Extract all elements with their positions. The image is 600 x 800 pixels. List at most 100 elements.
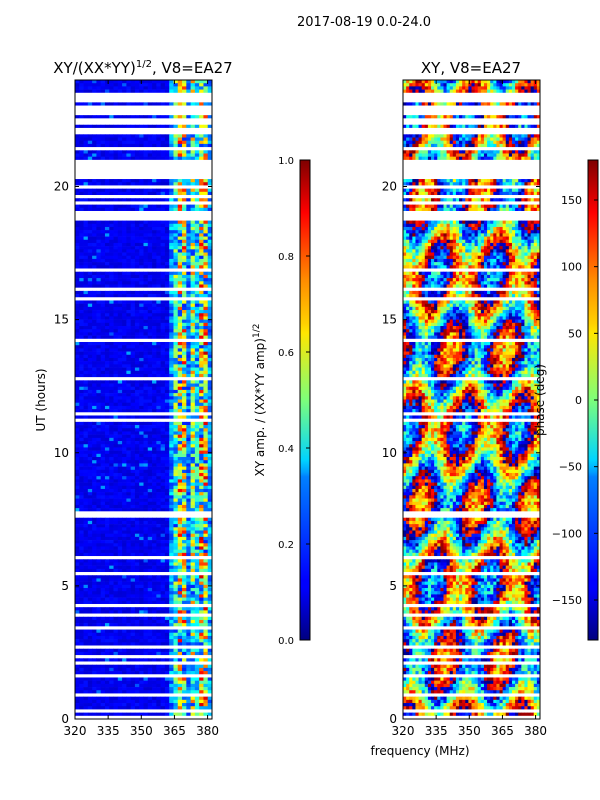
amplitude-heatmap-cell [169, 495, 174, 499]
amplitude-heatmap-cell [122, 463, 127, 467]
amplitude-heatmap-cell [160, 632, 166, 637]
amplitude-heatmap-cell [122, 386, 127, 391]
amplitude-heatmap-cell [130, 236, 136, 241]
amplitude-heatmap-cell [194, 373, 200, 378]
amplitude-heatmap-cell [96, 396, 102, 400]
amplitude-heatmap-cell [113, 485, 119, 490]
amplitude-heatmap-cell [156, 549, 162, 554]
amplitude-heatmap-cell [139, 520, 144, 525]
amplitude-heatmap-cell [96, 543, 102, 547]
amplitude-heatmap-cell [130, 326, 136, 330]
amplitude-heatmap-cell [164, 396, 170, 400]
amplitude-heatmap-cell [122, 453, 127, 458]
amplitude-heatmap-cell [186, 530, 191, 534]
amplitude-heatmap-cell [182, 182, 187, 186]
amplitude-heatmap-cell [190, 345, 196, 349]
amplitude-heatmap-cell [100, 524, 106, 528]
amplitude-heatmap-cell [186, 501, 191, 506]
amplitude-heatmap-cell [173, 415, 179, 419]
amplitude-heatmap-cell [182, 303, 187, 308]
amplitude-heatmap-cell [96, 610, 102, 614]
amplitude-heatmap-cell [169, 380, 174, 384]
amplitude-heatmap-cell [194, 610, 200, 614]
amplitude-heatmap-cell [117, 437, 123, 442]
amplitude-heatmap-cell [109, 236, 114, 241]
amplitude-heatmap-cell [134, 533, 140, 538]
amplitude-heatmap-cell [83, 642, 89, 646]
amplitude-heatmap-cell [207, 546, 212, 550]
amplitude-heatmap-cell [156, 386, 162, 391]
amplitude-heatmap-cell [75, 246, 80, 250]
amplitude-heatmap-cell [203, 306, 209, 311]
amplitude-heatmap-cell [87, 354, 93, 359]
amplitude-heatmap-cell [79, 80, 84, 84]
amplitude-heatmap-cell [92, 632, 97, 637]
amplitude-heatmap-cell [143, 425, 149, 429]
amplitude-heatmap-cell [169, 517, 174, 522]
amplitude-heatmap-cell [156, 249, 162, 253]
amplitude-heatmap-cell [203, 326, 209, 330]
amplitude-heatmap-cell [126, 453, 132, 458]
amplitude-heatmap-cell [156, 284, 162, 288]
amplitude-heatmap-cell [92, 546, 97, 550]
amplitude-heatmap-cell [113, 607, 119, 611]
amplitude-heatmap-cell [173, 536, 179, 541]
amplitude-heatmap-cell [100, 520, 106, 525]
amplitude-heatmap-cell [104, 642, 110, 646]
amplitude-heatmap-cell [87, 447, 93, 451]
amplitude-heatmap-cell [75, 543, 80, 547]
amplitude-heatmap-cell [177, 179, 183, 183]
amplitude-heatmap-cell [134, 425, 140, 429]
amplitude-heatmap-cell [177, 89, 183, 94]
amplitude-heatmap-cell [83, 546, 89, 550]
amplitude-heatmap-cell [122, 472, 127, 477]
amplitude-heatmap-cell [190, 226, 196, 231]
amplitude-heatmap-cell [186, 284, 191, 288]
amplitude-heatmap-cell [152, 319, 157, 324]
amplitude-heatmap-cell [113, 447, 119, 451]
amplitude-heatmap-cell [156, 367, 162, 372]
amplitude-heatmap-cell [100, 198, 106, 202]
amplitude-heatmap-cell [194, 476, 200, 480]
amplitude-heatmap-cell [173, 179, 179, 183]
amplitude-heatmap-cell [139, 409, 144, 413]
amplitude-heatmap-cell [177, 335, 183, 340]
amplitude-heatmap-cell [92, 543, 97, 547]
amplitude-heatmap-cell [113, 383, 119, 388]
amplitude-heatmap-cell [130, 425, 136, 429]
amplitude-heatmap-cell [96, 290, 102, 295]
amplitude-heatmap-cell [126, 642, 132, 646]
amplitude-heatmap-cell [134, 658, 140, 662]
amplitude-heatmap-cell [169, 239, 174, 244]
amplitude-heatmap-cell [177, 472, 183, 477]
amplitude-heatmap-cell [100, 549, 106, 554]
amplitude-heatmap-cell [117, 549, 123, 554]
amplitude-heatmap-cell [156, 341, 162, 346]
amplitude-heatmap-cell [160, 466, 166, 471]
amplitude-heatmap-cell [83, 198, 89, 202]
amplitude-heatmap-cell [173, 549, 179, 554]
amplitude-heatmap-cell [173, 635, 179, 640]
amplitude-heatmap-cell [100, 540, 106, 544]
amplitude-heatmap-cell [164, 220, 170, 225]
amplitude-heatmap-cell [83, 402, 89, 407]
amplitude-heatmap-cell [164, 504, 170, 509]
amplitude-heatmap-cell [194, 354, 200, 359]
amplitude-heatmap-cell [156, 402, 162, 407]
amplitude-heatmap-cell [104, 220, 110, 225]
amplitude-heatmap-cell [190, 182, 196, 186]
amplitude-heatmap-cell [126, 508, 132, 512]
amplitude-heatmap-cell [122, 326, 127, 330]
amplitude-heatmap-row [75, 124, 212, 129]
amplitude-heatmap-cell [199, 179, 204, 183]
amplitude-heatmap-cell [100, 472, 106, 477]
amplitude-heatmap-cell [164, 450, 170, 455]
amplitude-heatmap-row [75, 354, 212, 359]
amplitude-heatmap-cell [182, 319, 187, 324]
amplitude-heatmap-cell [156, 594, 162, 598]
amplitude-heatmap-cell [75, 86, 80, 90]
amplitude-heatmap-cell [122, 255, 127, 260]
amplitude-heatmap-cell [169, 124, 174, 129]
amplitude-heatmap-cell [173, 354, 179, 359]
amplitude-heatmap-cell [160, 460, 166, 464]
